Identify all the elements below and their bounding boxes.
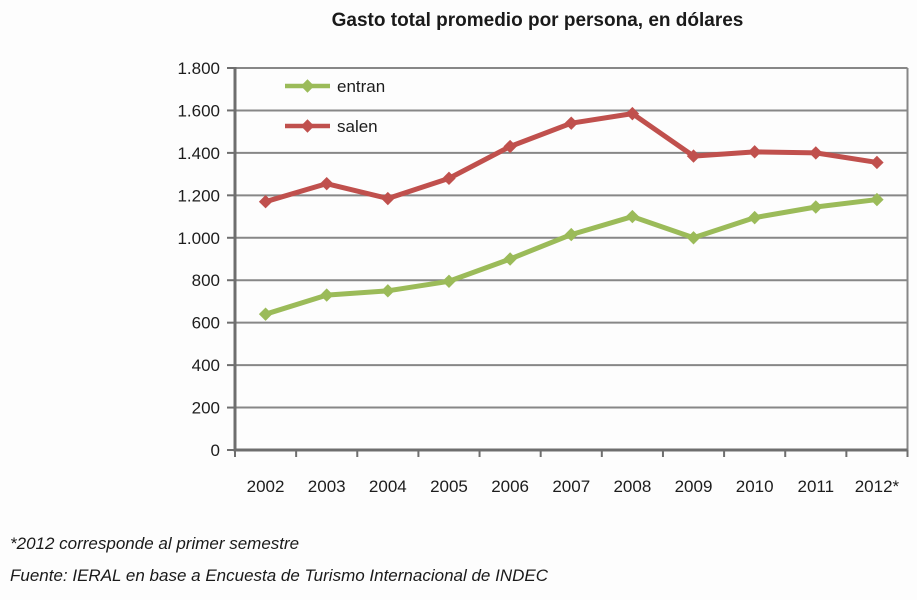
- chart-title: Gasto total promedio por persona, en dól…: [331, 10, 744, 31]
- x-axis-label: 2011: [798, 477, 835, 496]
- series-entran-marker: [564, 227, 578, 242]
- series-entran-marker: [747, 210, 762, 225]
- x-axis-label: 2012*: [855, 477, 900, 496]
- x-axis-label: 2008: [613, 477, 651, 496]
- y-axis-label: 1.800: [177, 59, 220, 78]
- legend-label-entran: entran: [337, 77, 385, 96]
- legend-label-salen: salen: [337, 117, 378, 136]
- series-entran-marker: [809, 200, 823, 214]
- series-salen-marker: [503, 139, 517, 154]
- series-entran-marker: [320, 288, 334, 302]
- y-axis-label: 400: [192, 356, 220, 375]
- series-salen-marker: [258, 195, 273, 209]
- legend-swatch-marker-entran: [300, 79, 315, 93]
- series-entran-marker: [503, 252, 517, 266]
- footnote-asterisk: *2012 corresponde al primer semestre: [10, 534, 300, 553]
- footnote-source: Fuente: IERAL en base a Encuesta de Turi…: [10, 566, 548, 585]
- series-salen-marker: [870, 155, 884, 170]
- series-entran-marker: [686, 231, 701, 245]
- y-axis-label: 800: [192, 271, 220, 290]
- series-salen-marker: [320, 176, 334, 191]
- series-salen-marker: [625, 106, 640, 121]
- series-entran-marker: [258, 307, 273, 321]
- series-salen-marker: [381, 191, 395, 206]
- legend-swatch-marker-salen: [300, 119, 315, 133]
- x-axis-label: 2009: [675, 477, 713, 496]
- x-axis-label: 2002: [247, 477, 285, 496]
- y-axis-label: 1.600: [177, 101, 220, 120]
- y-axis-label: 0: [211, 441, 220, 460]
- x-axis-label: 2005: [430, 477, 468, 496]
- y-axis-label: 1.200: [177, 186, 220, 205]
- series-line-entran: [263, 197, 880, 317]
- series-salen-marker: [564, 116, 578, 130]
- series-entran-marker: [442, 274, 456, 288]
- series-salen-marker: [442, 171, 456, 186]
- series-salen-marker: [686, 149, 701, 163]
- series-salen-marker: [747, 145, 762, 159]
- y-axis-label: 1.000: [177, 229, 220, 248]
- series-entran-marker: [381, 284, 395, 298]
- x-axis-label: 2003: [308, 477, 346, 496]
- y-axis-label: 600: [192, 314, 220, 333]
- series-salen-marker: [809, 146, 823, 160]
- x-axis-label: 2004: [369, 477, 407, 496]
- y-axis-label: 200: [192, 399, 220, 418]
- x-axis-label: 2006: [491, 477, 529, 496]
- series-entran-marker: [870, 192, 884, 207]
- y-axis-label: 1.400: [177, 144, 220, 163]
- x-axis-label: 2010: [736, 477, 774, 496]
- x-axis-label: 2007: [552, 477, 590, 496]
- series-entran-marker: [625, 209, 640, 224]
